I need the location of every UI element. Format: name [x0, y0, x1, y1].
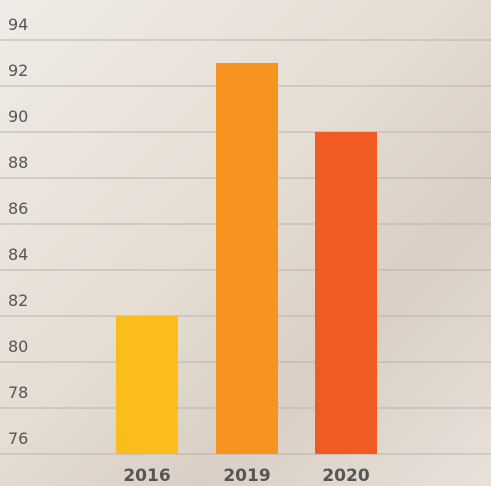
x-tick-label: 2016	[123, 466, 170, 486]
y-tick-label: 76	[8, 429, 28, 448]
y-tick-label: 88	[8, 153, 28, 172]
y-tick-label: 90	[8, 107, 28, 126]
y-tick-label: 84	[8, 245, 28, 264]
y-tick-label: 94	[8, 15, 28, 34]
bar	[116, 316, 178, 454]
bar	[315, 132, 377, 454]
bar	[216, 63, 278, 454]
y-tick-label: 86	[8, 199, 28, 218]
y-tick-label: 80	[8, 337, 28, 356]
y-tick-label: 78	[8, 383, 28, 402]
x-tick-label: 2019	[223, 466, 270, 486]
x-tick-label: 2020	[322, 466, 369, 486]
y-tick-label: 82	[8, 291, 28, 310]
y-tick-label: 92	[8, 61, 28, 80]
